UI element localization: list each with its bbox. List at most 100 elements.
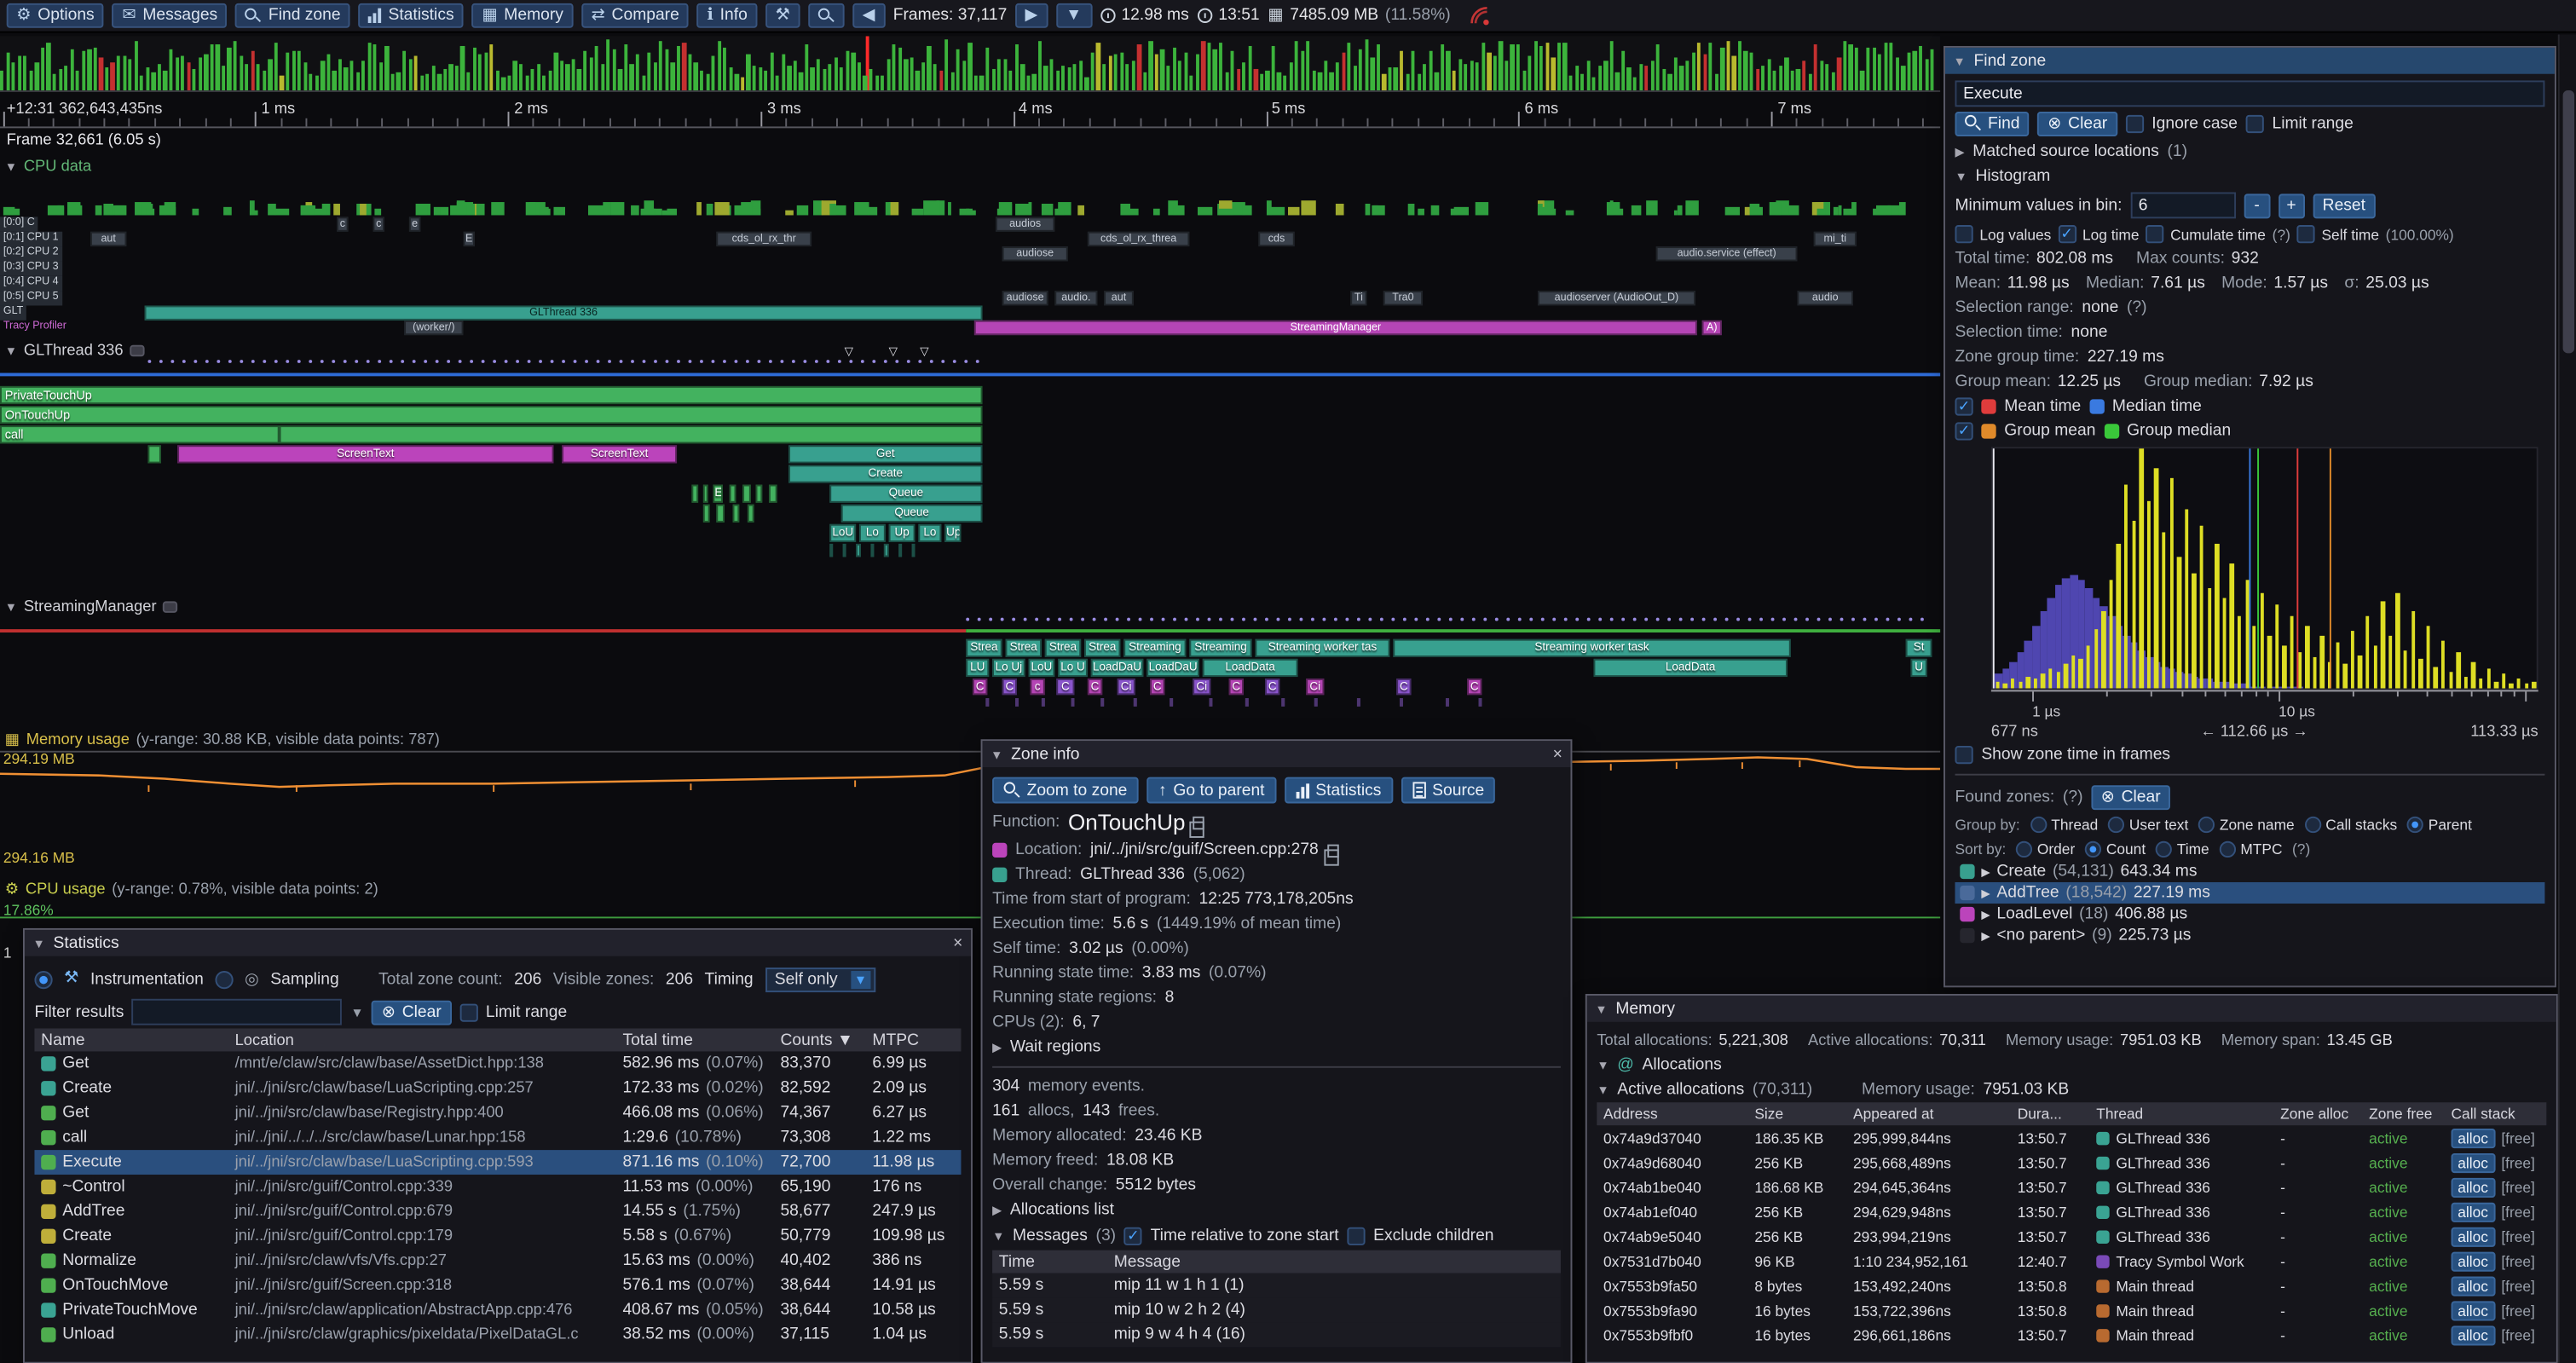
cpu-zone-chip[interactable]: E xyxy=(463,231,475,247)
source-button[interactable]: Source xyxy=(1401,777,1496,804)
alloc-callstack-button[interactable]: alloc xyxy=(2451,1128,2495,1148)
zone-chip[interactable] xyxy=(1100,698,1105,707)
col-name[interactable]: Name xyxy=(41,1031,85,1049)
statistics-row[interactable]: Create jni/../jni/src/guif/Control.cpp:1… xyxy=(34,1224,961,1249)
zone-chip[interactable]: Lo xyxy=(918,523,942,543)
sort-by-option[interactable]: Order xyxy=(2015,840,2075,858)
zone-chip[interactable]: Streaming worker tas xyxy=(1255,638,1390,657)
col-appeared[interactable]: Appeared at xyxy=(1852,1106,1934,1123)
expand-icon[interactable] xyxy=(1955,143,1964,161)
col-total-time[interactable]: Total time xyxy=(622,1031,693,1049)
cpu-zone-chip[interactable]: A) xyxy=(1701,320,1722,336)
help-icon[interactable]: (?) xyxy=(2126,298,2147,317)
cpu-zone-chip[interactable]: cds_ol_rx_thr xyxy=(716,231,812,247)
zone-chip[interactable]: Lo U xyxy=(1058,658,1088,678)
collapse-icon[interactable] xyxy=(33,934,45,952)
zone-chip[interactable]: C xyxy=(1396,678,1412,696)
zone-chip[interactable] xyxy=(1170,698,1174,707)
increment-button[interactable]: + xyxy=(2278,193,2305,218)
allocations-list-label[interactable]: Allocations list xyxy=(1009,1200,1114,1220)
zone-chip[interactable]: C xyxy=(1150,678,1165,696)
show-zone-time-checkbox[interactable] xyxy=(1955,745,1973,765)
alloc-callstack-button[interactable]: alloc xyxy=(2451,1300,2495,1320)
zone-chip[interactable] xyxy=(691,484,699,503)
histogram-label[interactable]: Histogram xyxy=(1975,167,2051,186)
col-time[interactable]: Time xyxy=(998,1252,1035,1271)
zone-group-row[interactable]: LoadLevel (18) 406.88 µs xyxy=(1955,904,2544,925)
cpu-zone-chip[interactable]: mi_ti xyxy=(1813,231,1857,247)
zone-info-titlebar[interactable]: Zone info × xyxy=(982,741,1571,768)
zone-chip[interactable]: U xyxy=(1910,658,1927,678)
log-time-checkbox[interactable]: ✓ xyxy=(2058,225,2076,244)
find-zone-input[interactable] xyxy=(1955,80,2545,107)
allocation-row[interactable]: 0x7553b9fa90 16 bytes 153,722,396ns 13:5… xyxy=(1597,1298,2546,1323)
zone-chip[interactable] xyxy=(702,484,708,503)
min-bin-input[interactable] xyxy=(2130,192,2236,219)
cpu-zone-chip[interactable]: c xyxy=(337,217,349,232)
alloc-callstack-button[interactable]: alloc xyxy=(2451,1250,2495,1271)
zone-chip[interactable]: C xyxy=(1002,678,1017,696)
zone-statistics-button[interactable]: Statistics xyxy=(1284,777,1393,804)
statistics-row[interactable]: AddTree jni/../jni/src/guif/Control.cpp:… xyxy=(34,1199,961,1224)
zone-chip[interactable] xyxy=(1209,698,1213,707)
zone-chip[interactable]: ScreenText xyxy=(562,445,678,464)
zone-chip[interactable]: LoadDaU xyxy=(1090,658,1144,678)
vertical-scrollbar[interactable] xyxy=(2557,34,2576,1363)
zone-chip[interactable]: LU xyxy=(966,658,990,678)
statistics-button[interactable]: Statistics xyxy=(358,3,465,28)
alloc-callstack-button[interactable]: alloc xyxy=(2451,1176,2495,1198)
cpu-zone-chip[interactable]: audiose xyxy=(1002,291,1048,306)
zone-chip[interactable]: Get xyxy=(788,445,983,464)
find-button[interactable]: Find xyxy=(1955,111,2030,136)
cpu-zone-chip[interactable]: audio xyxy=(1797,291,1853,306)
col-size[interactable]: Size xyxy=(1754,1106,1784,1123)
zone-chip[interactable]: Create xyxy=(788,465,983,483)
cpu-zone-chip[interactable]: cds xyxy=(1258,231,1295,247)
collapse-icon[interactable] xyxy=(991,745,1002,763)
messages-label[interactable]: Messages xyxy=(1013,1227,1088,1245)
info-button[interactable]: ℹ Info xyxy=(697,3,758,28)
memory-button[interactable]: ▦ Memory xyxy=(471,3,574,28)
col-call-stack[interactable]: Call stack xyxy=(2451,1106,2515,1123)
glthread-header[interactable]: GLThread 336 xyxy=(5,342,145,360)
zone-chip[interactable]: C xyxy=(1056,678,1075,696)
zone-bar[interactable]: OnTouchUp xyxy=(0,406,983,424)
zone-chip[interactable] xyxy=(829,543,834,557)
help-icon[interactable]: (?) xyxy=(2272,226,2290,243)
tools-button[interactable]: ⚒ xyxy=(765,3,800,28)
col-counts[interactable]: Counts ▼ xyxy=(780,1031,853,1049)
draw-mean-checkbox[interactable]: ✓ xyxy=(1955,397,1973,416)
zone-chip[interactable] xyxy=(716,504,725,523)
scrollbar-thumb[interactable] xyxy=(2562,90,2575,354)
zone-chip[interactable]: LoadData xyxy=(1202,658,1298,678)
prev-frame-button[interactable]: ◀ xyxy=(852,3,886,28)
zone-chip[interactable] xyxy=(729,484,736,503)
clear-filter-button[interactable]: ⊗ Clear xyxy=(372,999,452,1025)
options-button[interactable]: ⚙ Options xyxy=(6,3,105,28)
statistics-row[interactable]: Unload jni/../jni/src/claw/graphics/pixe… xyxy=(34,1322,961,1347)
col-zone-free[interactable]: Zone free xyxy=(2369,1106,2433,1123)
cpu-zone-chip[interactable]: (worker/) xyxy=(404,320,464,336)
message-mark-icon[interactable]: ▽ xyxy=(920,346,929,359)
zone-group-row[interactable]: <no parent> (9) 225.73 µs xyxy=(1955,925,2544,946)
timing-select[interactable]: Self only ▼ xyxy=(765,967,875,992)
zone-chip[interactable]: Streaming xyxy=(1189,638,1252,657)
alloc-appeared[interactable]: 1:10 234,952,161 xyxy=(1852,1252,1969,1269)
allocations-section-label[interactable]: Allocations xyxy=(1642,1056,1722,1075)
find-zone-titlebar[interactable]: Find zone xyxy=(1944,47,2555,74)
zone-chip[interactable] xyxy=(147,445,161,464)
current-frame-label[interactable]: Frame 32,661 (6.05 s) xyxy=(6,131,161,150)
zone-chip[interactable] xyxy=(755,484,763,503)
zone-chip[interactable] xyxy=(1314,698,1318,707)
memory-usage-graph[interactable] xyxy=(0,748,1941,868)
zone-chip[interactable] xyxy=(279,425,983,444)
self-time-checkbox[interactable] xyxy=(2296,225,2315,244)
zone-group-row[interactable]: AddTree (18,542) 227.19 ms xyxy=(1955,881,2545,904)
statistics-row[interactable]: call jni/../jni/../../../src/claw/base/L… xyxy=(34,1125,961,1150)
memory-plot-header[interactable]: ▦ Memory usage (y-range: 30.88 KB, visib… xyxy=(5,731,440,749)
zone-chip[interactable] xyxy=(911,543,915,557)
alloc-appeared[interactable]: 295,668,489ns xyxy=(1852,1153,1951,1171)
cpu-zone-chip[interactable]: audios xyxy=(995,217,1055,232)
cpu-zone-chip[interactable]: aut xyxy=(90,231,127,247)
alloc-callstack-button[interactable]: alloc xyxy=(2451,1152,2495,1173)
